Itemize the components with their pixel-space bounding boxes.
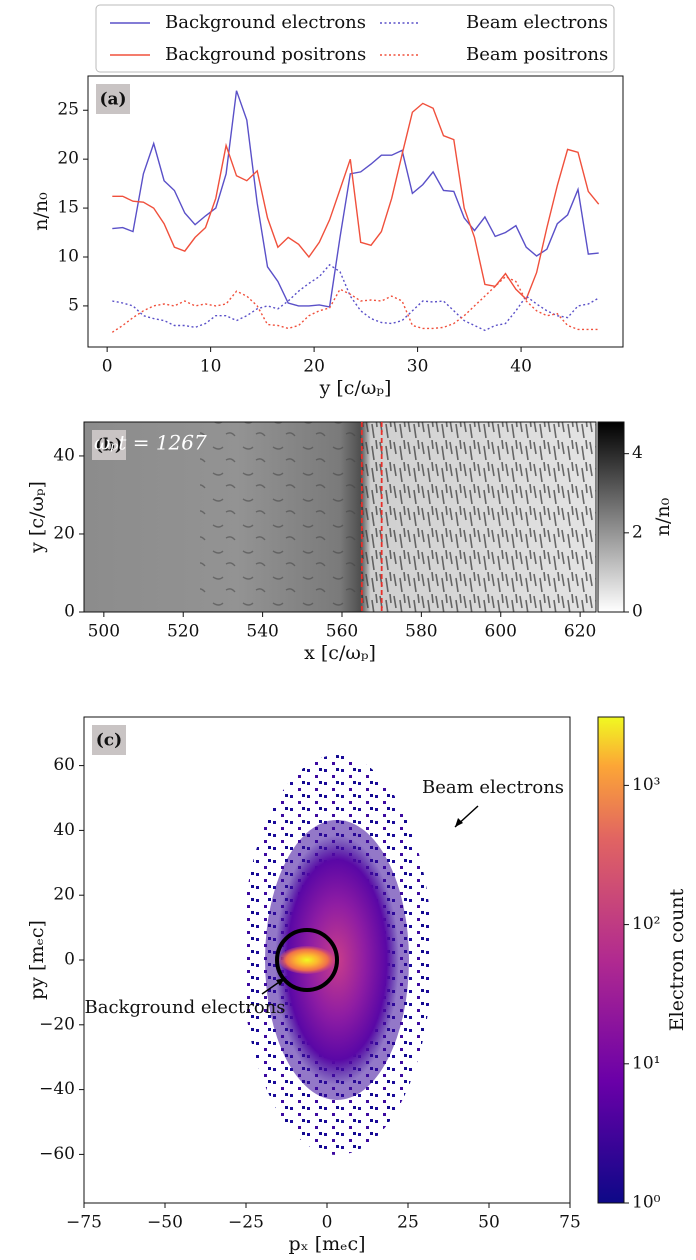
- x-tick-label: 620: [564, 622, 596, 642]
- x-tick-label: 40: [510, 357, 532, 377]
- y-tick-label: 40: [53, 445, 75, 465]
- y-tick-label: 20: [57, 149, 79, 169]
- x-tick-label: 20: [303, 357, 325, 377]
- legend-label: Beam positrons: [466, 44, 608, 65]
- x-tick-label: 560: [326, 622, 358, 642]
- y-tick-label: 20: [53, 885, 75, 905]
- series-line: [112, 263, 600, 332]
- y-tick-label: −40: [39, 1079, 75, 1099]
- panel-label-box: [96, 84, 130, 114]
- colorbar: [597, 716, 625, 1204]
- y-tick-label: 15: [57, 198, 79, 218]
- x-tick-label: 75: [559, 1213, 581, 1233]
- x-tick-label: 0: [102, 357, 113, 377]
- highlight-circle: [275, 928, 339, 992]
- x-axis-label: x [c/ωₚ]: [304, 642, 376, 664]
- x-tick-label: 500: [88, 622, 120, 642]
- plot-frame: [87, 75, 624, 348]
- y-tick-label: 5: [68, 295, 79, 315]
- x-tick-label: −50: [147, 1213, 183, 1233]
- annotation: Background electrons: [85, 997, 286, 1018]
- x-tick-label: 520: [167, 622, 199, 642]
- density-image: [84, 422, 596, 612]
- y-tick-label: 10: [57, 246, 79, 266]
- y-tick-label: 40: [53, 820, 75, 840]
- y-tick-label: 0: [64, 950, 75, 970]
- x-tick-label: 600: [485, 622, 517, 642]
- annotation: Beam electrons: [422, 777, 564, 798]
- colorbar-tick-label: 10¹: [632, 1053, 660, 1073]
- y-tick-label: 0: [64, 602, 75, 622]
- x-tick-label: 580: [405, 622, 437, 642]
- x-tick-label: −75: [66, 1213, 102, 1233]
- x-tick-label: −25: [228, 1213, 264, 1233]
- x-tick-label: 30: [407, 357, 429, 377]
- x-tick-label: 25: [397, 1213, 419, 1233]
- legend-label: Beam electrons: [466, 12, 608, 33]
- colorbar-label: Electron count: [666, 888, 688, 1031]
- plot-frame: [83, 421, 597, 613]
- legend-label: Background electrons: [165, 12, 366, 33]
- colorbar-tick-label: 10⁰: [632, 1193, 661, 1213]
- series-line: [112, 102, 600, 301]
- series-line: [111, 275, 599, 333]
- legend-label: Background positrons: [165, 44, 366, 65]
- colorbar-tick-label: 0: [632, 602, 643, 622]
- colorbar-tick-label: 10³: [632, 775, 660, 795]
- colorbar-tick-label: 10²: [632, 914, 660, 934]
- plot-frame: [83, 716, 571, 1204]
- panel-label-box: [92, 430, 126, 460]
- y-axis-label: n/n₀: [30, 192, 52, 231]
- panel-label: (b): [95, 436, 123, 456]
- x-tick-label: 50: [478, 1213, 500, 1233]
- series-line: [112, 90, 599, 308]
- y-axis-label: y [c/ωₚ]: [26, 481, 48, 554]
- y-tick-label: 60: [53, 755, 75, 775]
- y-tick-label: −20: [39, 1014, 75, 1034]
- x-axis-label: y [c/ωₚ]: [319, 377, 392, 399]
- arrow-head: [455, 818, 463, 827]
- colorbar-tick-label: 2: [632, 522, 643, 542]
- legend-box: [95, 4, 615, 73]
- x-tick-label: 540: [246, 622, 278, 642]
- arrow-head: [276, 978, 285, 986]
- annotation: ωₚt = 1267: [94, 431, 207, 455]
- x-tick-label: 10: [200, 357, 222, 377]
- panel-label: (a): [99, 90, 126, 110]
- colorbar: [597, 421, 625, 613]
- y-tick-label: −60: [39, 1144, 75, 1164]
- colorbar-tick-label: 4: [632, 443, 643, 463]
- panel-label-box: [92, 725, 126, 755]
- y-tick-label: 25: [57, 100, 79, 120]
- x-tick-label: 0: [322, 1213, 333, 1233]
- colorbar-label: n/n₀: [652, 497, 674, 536]
- x-axis-label: pₓ [mₑc]: [288, 1233, 365, 1255]
- y-axis-label: py [mₑc]: [26, 920, 48, 1000]
- y-tick-label: 20: [53, 523, 75, 543]
- panel-label: (c): [96, 731, 122, 751]
